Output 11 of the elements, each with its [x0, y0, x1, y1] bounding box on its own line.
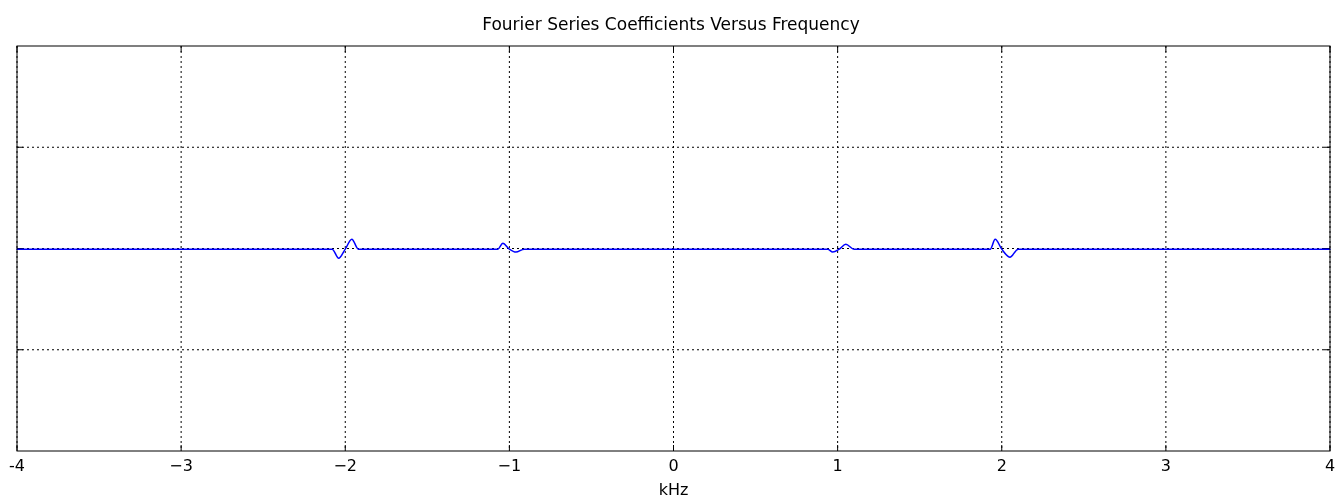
x-tick-label: 0	[668, 456, 679, 475]
x-tick-label: 2	[996, 456, 1007, 475]
x-tick-label: −1	[497, 456, 522, 475]
x-tick-label: 1	[832, 456, 843, 475]
x-axis-title: kHz	[658, 480, 689, 499]
x-tick-label: −3	[169, 456, 193, 475]
chart-title: Fourier Series Coefficients Versus Frequency	[482, 14, 860, 34]
x-tick-label: -4	[9, 456, 25, 475]
x-tick-label: −2	[333, 456, 358, 475]
x-tick-label: 3	[1160, 456, 1171, 475]
x-tick-label: 4	[1324, 456, 1336, 475]
